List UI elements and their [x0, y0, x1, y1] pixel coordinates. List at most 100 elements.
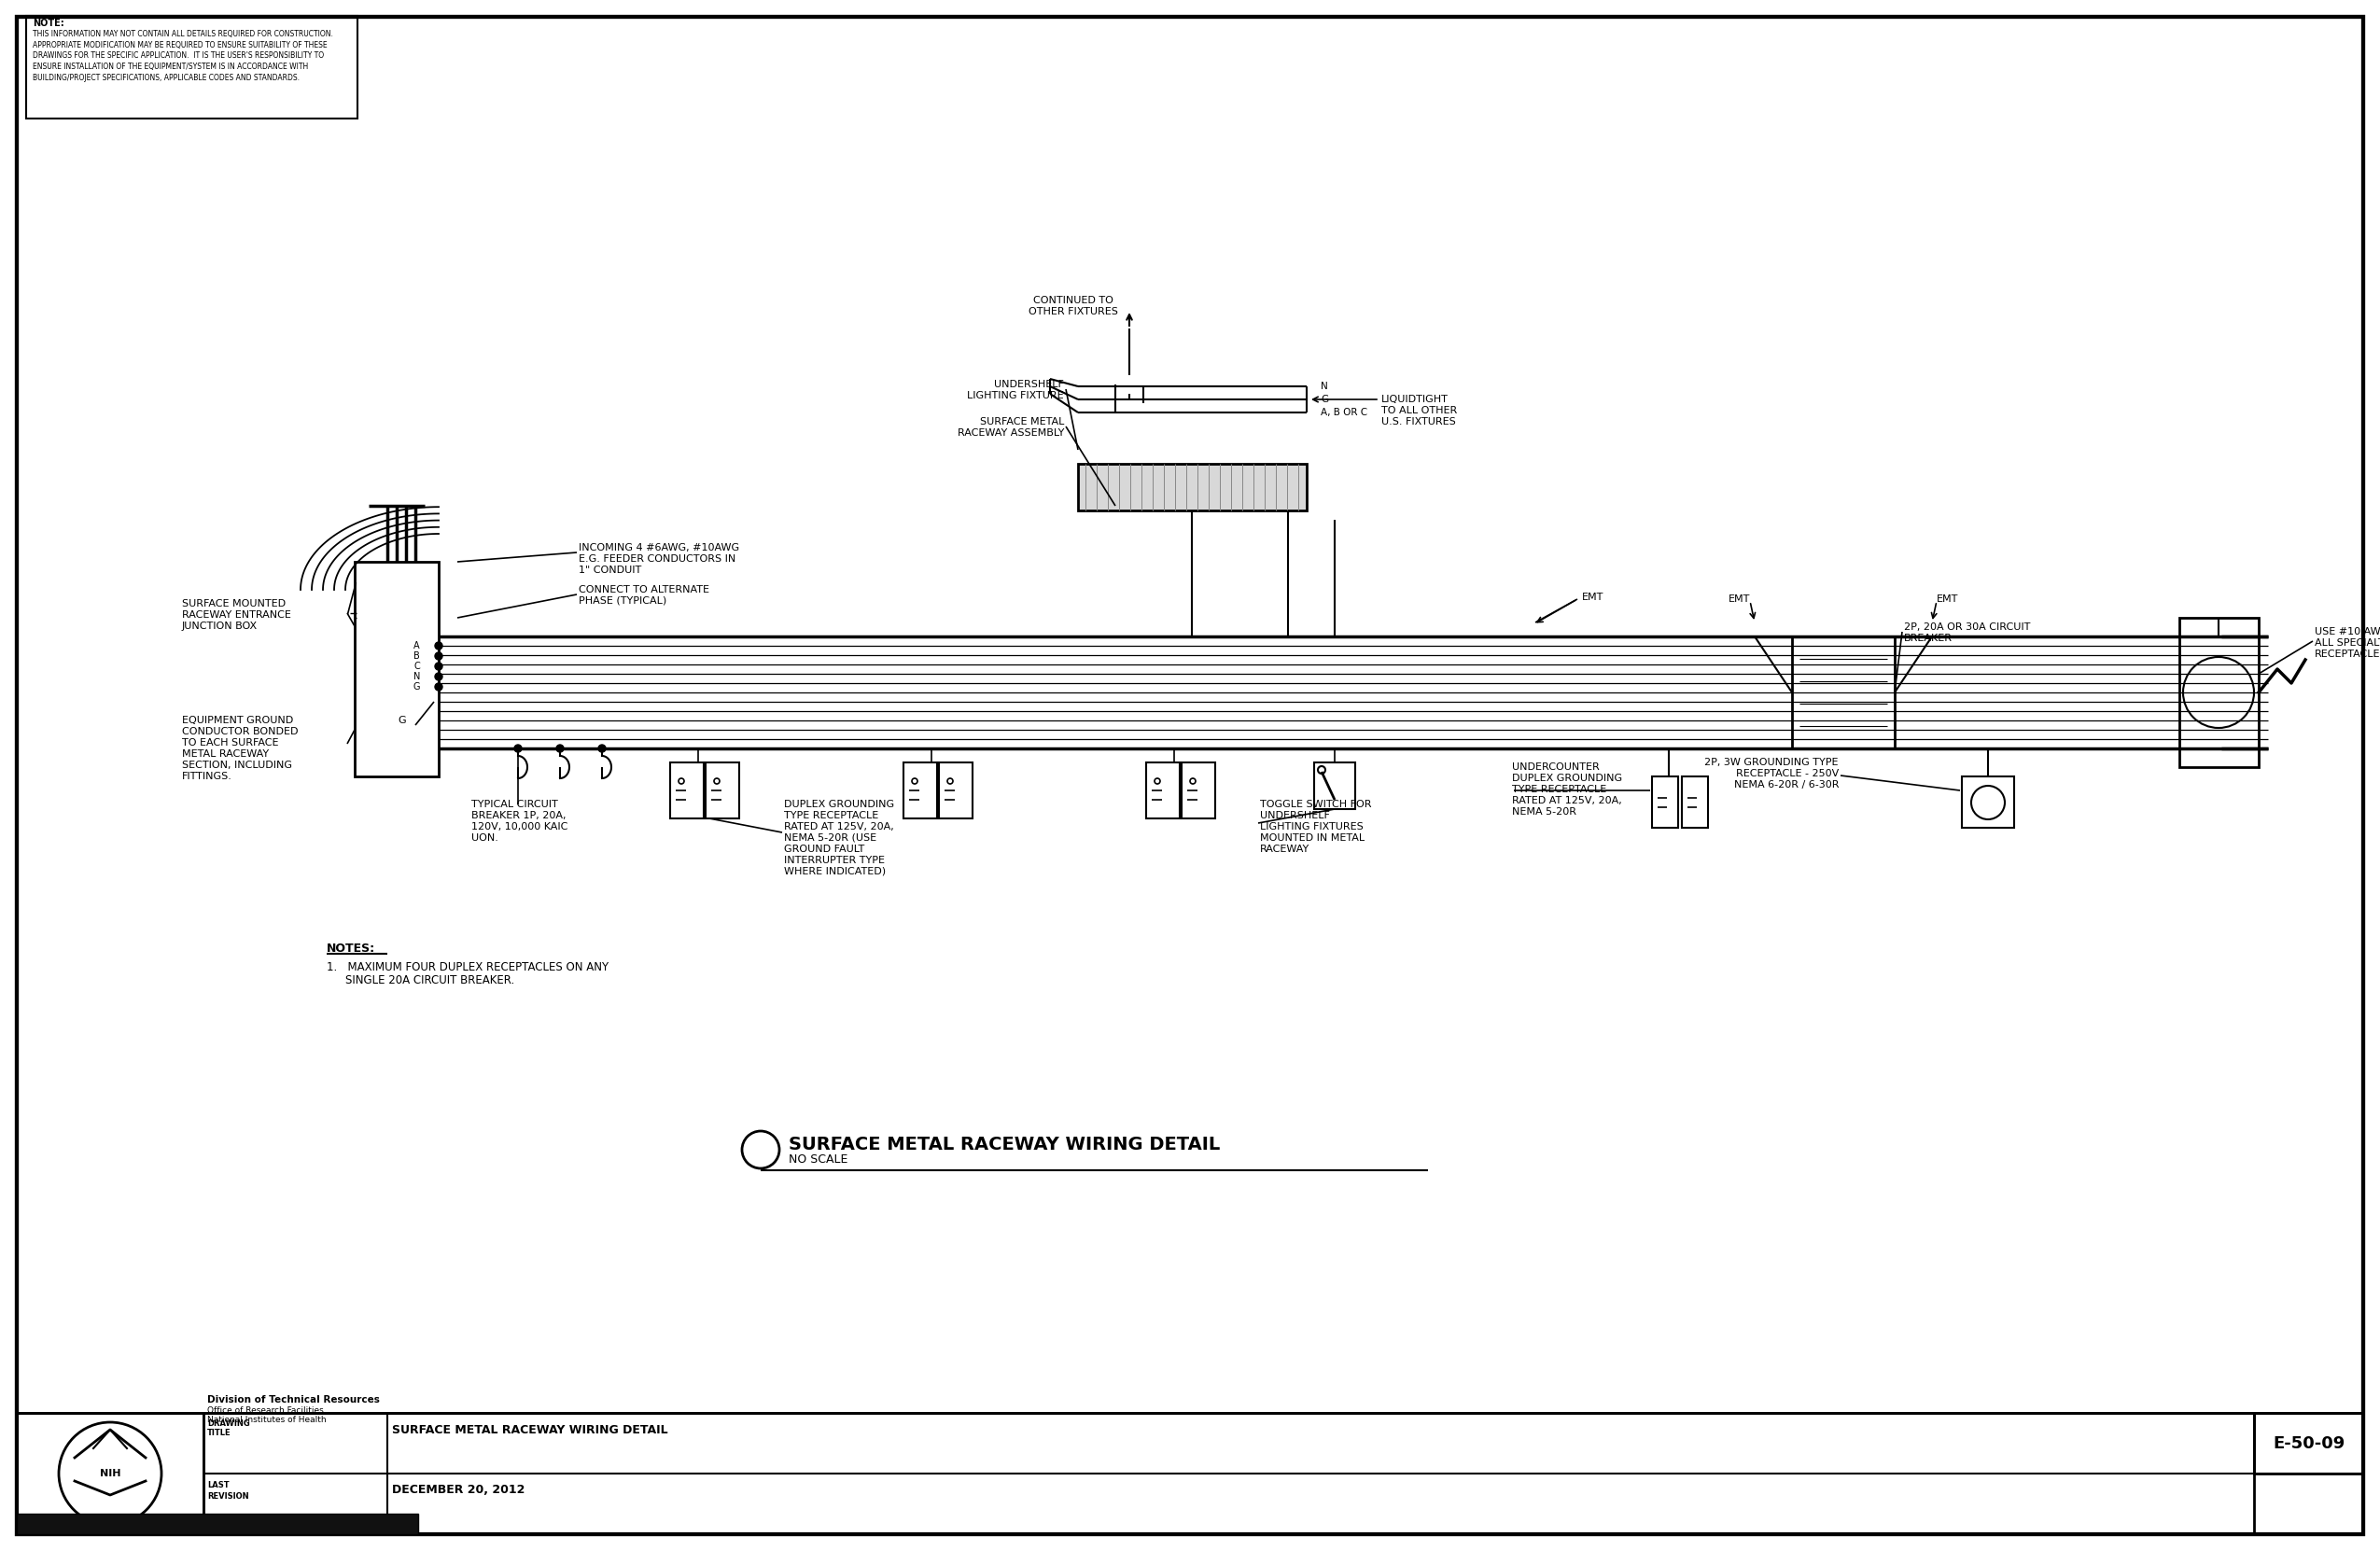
Text: LAST: LAST: [207, 1481, 228, 1491]
Bar: [671, 763, 704, 819]
Text: TITLE: TITLE: [207, 1428, 231, 1436]
Text: Office of Research Facilities: Office of Research Facilities: [207, 1405, 324, 1415]
Text: BREAKER 1P, 20A,: BREAKER 1P, 20A,: [471, 811, 566, 820]
Text: SURFACE METAL: SURFACE METAL: [981, 417, 1064, 427]
Text: NIH: NIH: [100, 1469, 121, 1478]
Text: UNDERSHELF: UNDERSHELF: [995, 380, 1064, 389]
Text: OTHER FIXTURES: OTHER FIXTURES: [1028, 307, 1119, 316]
Bar: [904, 763, 938, 819]
Bar: [1147, 763, 1180, 819]
Text: TYPE RECEPTACLE: TYPE RECEPTACLE: [783, 811, 878, 820]
Text: CONTINUED TO: CONTINUED TO: [1033, 296, 1114, 306]
Text: NO SCALE: NO SCALE: [788, 1152, 847, 1165]
Text: DECEMBER 20, 2012: DECEMBER 20, 2012: [393, 1484, 526, 1497]
Text: WHERE INDICATED): WHERE INDICATED): [783, 867, 885, 876]
Bar: [1683, 777, 1709, 828]
Circle shape: [436, 653, 443, 659]
Text: RACEWAY ASSEMBLY: RACEWAY ASSEMBLY: [957, 428, 1064, 437]
Text: BUILDING/PROJECT SPECIFICATIONS, APPLICABLE CODES AND STANDARDS.: BUILDING/PROJECT SPECIFICATIONS, APPLICA…: [33, 73, 300, 82]
Text: METAL RACEWAY: METAL RACEWAY: [181, 749, 269, 758]
Bar: [1652, 777, 1678, 828]
Text: A, B OR C: A, B OR C: [1321, 408, 1368, 417]
Text: UNDERCOUNTER: UNDERCOUNTER: [1511, 763, 1599, 772]
Text: G: G: [414, 682, 419, 692]
Text: EQUIPMENT GROUND: EQUIPMENT GROUND: [181, 715, 293, 726]
Bar: [1078, 464, 1307, 510]
Text: N: N: [1321, 382, 1328, 391]
Bar: [355, 561, 438, 777]
Text: DRAWING: DRAWING: [207, 1419, 250, 1427]
Bar: [1314, 763, 1354, 810]
Circle shape: [436, 673, 443, 681]
Text: Division of Technical Resources: Division of Technical Resources: [207, 1396, 381, 1405]
Circle shape: [597, 744, 607, 752]
Text: UNDERSHELF: UNDERSHELF: [1259, 811, 1330, 820]
Text: E.G. FEEDER CONDUCTORS IN: E.G. FEEDER CONDUCTORS IN: [578, 554, 735, 563]
Text: National Institutes of Health: National Institutes of Health: [207, 1415, 326, 1424]
Bar: [940, 763, 973, 819]
Text: FITTINGS.: FITTINGS.: [181, 772, 233, 782]
Circle shape: [60, 1422, 162, 1525]
Text: RACEWAY ENTRANCE: RACEWAY ENTRANCE: [181, 611, 290, 620]
Text: SURFACE METAL RACEWAY WIRING DETAIL: SURFACE METAL RACEWAY WIRING DETAIL: [393, 1424, 669, 1436]
Text: EMT: EMT: [1728, 594, 1749, 603]
Text: APPROPRIATE MODIFICATION MAY BE REQUIRED TO ENSURE SUITABILITY OF THESE: APPROPRIATE MODIFICATION MAY BE REQUIRED…: [33, 40, 326, 50]
Bar: [704, 763, 740, 819]
Text: 120V, 10,000 KAIC: 120V, 10,000 KAIC: [471, 822, 569, 831]
Text: A: A: [414, 641, 419, 650]
Text: G: G: [397, 715, 407, 726]
Text: C: C: [414, 662, 419, 672]
Text: INTERRUPTER TYPE: INTERRUPTER TYPE: [783, 856, 885, 865]
Text: ALL SPECIALTY: ALL SPECIALTY: [2316, 639, 2380, 648]
Text: RATED AT 125V, 20A,: RATED AT 125V, 20A,: [1511, 796, 1621, 805]
Text: EMT: EMT: [1937, 594, 1959, 603]
Text: LIGHTING FIXTURES: LIGHTING FIXTURES: [1259, 822, 1364, 831]
Bar: [1792, 636, 1894, 749]
Text: RACEWAY: RACEWAY: [1259, 845, 1309, 855]
Text: NOTES:: NOTES:: [326, 943, 376, 955]
Text: TYPICAL CIRCUIT: TYPICAL CIRCUIT: [471, 800, 557, 810]
Text: TO ALL OTHER: TO ALL OTHER: [1380, 406, 1457, 416]
Text: REVISION: REVISION: [207, 1492, 250, 1501]
Circle shape: [436, 682, 443, 690]
Text: GROUND FAULT: GROUND FAULT: [783, 845, 864, 855]
Circle shape: [436, 662, 443, 670]
Text: TYPE RECEPTACLE: TYPE RECEPTACLE: [1511, 785, 1606, 794]
Text: 2P, 3W GROUNDING TYPE: 2P, 3W GROUNDING TYPE: [1704, 758, 1840, 768]
Bar: [17, 1413, 202, 1534]
Text: THIS INFORMATION MAY NOT CONTAIN ALL DETAILS REQUIRED FOR CONSTRUCTION.: THIS INFORMATION MAY NOT CONTAIN ALL DET…: [33, 31, 333, 39]
Circle shape: [436, 642, 443, 650]
Text: TO EACH SURFACE: TO EACH SURFACE: [181, 738, 278, 748]
Text: NEMA 6-20R / 6-30R: NEMA 6-20R / 6-30R: [1733, 780, 1840, 789]
Text: NOTE:: NOTE:: [33, 19, 64, 28]
Text: 1.   MAXIMUM FOUR DUPLEX RECEPTACLES ON ANY: 1. MAXIMUM FOUR DUPLEX RECEPTACLES ON AN…: [326, 962, 609, 974]
Text: RECEPTACLE - 250V: RECEPTACLE - 250V: [1735, 769, 1840, 779]
Text: RATED AT 125V, 20A,: RATED AT 125V, 20A,: [783, 822, 895, 831]
Text: INCOMING 4 #6AWG, #10AWG: INCOMING 4 #6AWG, #10AWG: [578, 543, 740, 552]
Text: 1" CONDUIT: 1" CONDUIT: [578, 566, 643, 575]
Bar: [26, 16, 357, 118]
Text: USE #10 AWG FOR: USE #10 AWG FOR: [2316, 627, 2380, 636]
Text: EMT: EMT: [1583, 592, 1604, 602]
Text: NEMA 5-20R (USE: NEMA 5-20R (USE: [783, 833, 876, 842]
Text: U.S. FIXTURES: U.S. FIXTURES: [1380, 417, 1457, 427]
Text: G: G: [1321, 396, 1328, 405]
Text: JUNCTION BOX: JUNCTION BOX: [181, 622, 257, 631]
Text: LIGHTING FIXTURE: LIGHTING FIXTURE: [966, 391, 1064, 400]
Text: PHASE (TYPICAL): PHASE (TYPICAL): [578, 596, 666, 605]
Bar: [1961, 777, 2013, 828]
Text: SECTION, INCLUDING: SECTION, INCLUDING: [181, 760, 293, 769]
Text: E-50-09: E-50-09: [2273, 1435, 2344, 1452]
Text: DUPLEX GROUNDING: DUPLEX GROUNDING: [783, 800, 895, 810]
Text: SURFACE MOUNTED: SURFACE MOUNTED: [181, 599, 286, 608]
Bar: [2254, 1413, 2363, 1473]
Text: DUPLEX GROUNDING: DUPLEX GROUNDING: [1511, 774, 1623, 783]
Bar: [17, 1413, 2363, 1534]
Text: N: N: [414, 672, 419, 681]
Text: CONDUCTOR BONDED: CONDUCTOR BONDED: [181, 727, 298, 737]
Circle shape: [514, 744, 521, 752]
Text: TOGGLE SWITCH FOR: TOGGLE SWITCH FOR: [1259, 800, 1371, 810]
Bar: [2180, 617, 2259, 768]
Bar: [1180, 763, 1216, 819]
Text: MOUNTED IN METAL: MOUNTED IN METAL: [1259, 833, 1364, 842]
